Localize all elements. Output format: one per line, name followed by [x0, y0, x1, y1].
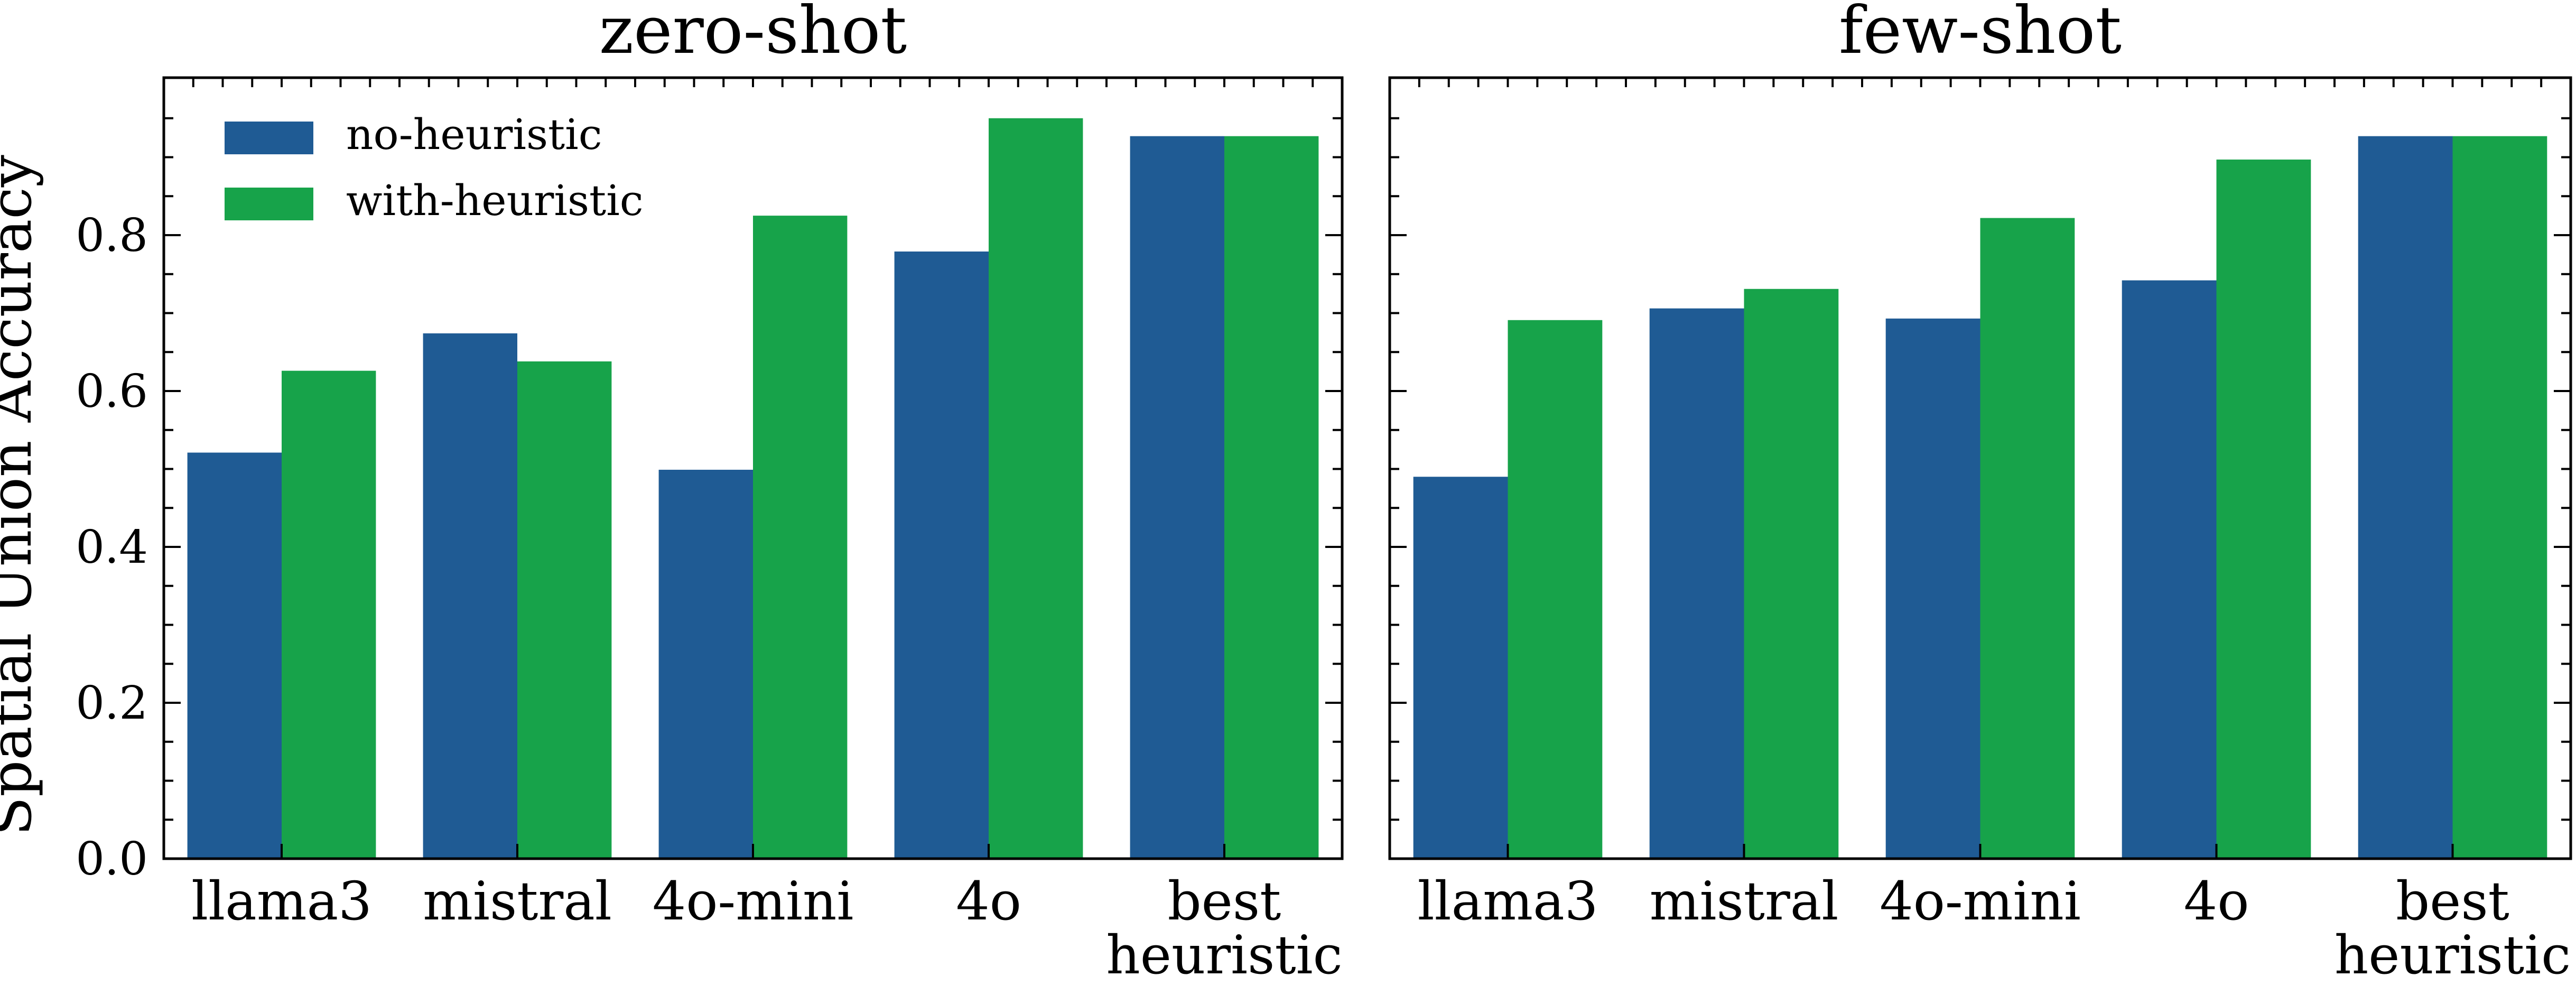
x-tick-label: heuristic [2335, 924, 2571, 986]
y-tick-label: 0.4 [76, 521, 148, 574]
bar-no-heuristic-4 [2358, 136, 2453, 859]
bar-no-heuristic-1 [1649, 308, 1744, 859]
x-tick-label: 4o [2184, 870, 2249, 932]
bar-with-heuristic-4 [2452, 136, 2547, 859]
bar-no-heuristic-4 [1130, 136, 1224, 859]
y-tick-label: 0.6 [76, 365, 148, 418]
bar-with-heuristic-2 [753, 216, 848, 859]
legend-swatch-no-heuristic [225, 122, 313, 154]
bar-no-heuristic-3 [2122, 280, 2217, 859]
bar-with-heuristic-1 [517, 361, 612, 859]
x-tick-label: 4o [956, 870, 1021, 932]
x-tick-label: 4o-mini [1880, 870, 2081, 932]
bar-with-heuristic-3 [2216, 159, 2311, 859]
panel-zero-shot: zero-shot 0.0 0.2 0.4 0.6 0.8 Spatial Union Ac… [0, 0, 1344, 986]
y-tick-label: 0.2 [76, 677, 148, 730]
x-tick-label: llama3 [1418, 870, 1598, 932]
y-axis-label: Spatial Union Accuracy [0, 155, 44, 836]
bar-no-heuristic-0 [187, 452, 282, 859]
x-tick-label: best [2396, 870, 2509, 932]
bar-with-heuristic-1 [1744, 289, 1839, 859]
x-tick-label: mistral [1650, 870, 1839, 932]
x-tick-label: mistral [423, 870, 612, 932]
x-tick-label: llama3 [191, 870, 372, 932]
bar-no-heuristic-0 [1413, 477, 1508, 859]
chart-title: zero-shot [599, 0, 907, 69]
legend-label-with-heuristic: with-heuristic [346, 176, 644, 225]
legend-swatch-with-heuristic [225, 188, 313, 220]
bar-no-heuristic-1 [423, 333, 517, 859]
bar-with-heuristic-0 [282, 370, 376, 859]
chart-title: few-shot [1839, 0, 2122, 69]
bar-with-heuristic-3 [989, 118, 1083, 859]
y-tick-label: 0.0 [76, 833, 148, 886]
legend-label-no-heuristic: no-heuristic [346, 110, 602, 159]
y-tick-label: 0.8 [76, 209, 148, 262]
x-tick-label: 4o-mini [653, 870, 854, 932]
bar-no-heuristic-2 [658, 469, 753, 859]
bar-no-heuristic-2 [1885, 318, 1980, 859]
bar-with-heuristic-0 [1508, 320, 1603, 859]
x-tick-label: best [1168, 870, 1281, 932]
bar-with-heuristic-4 [1224, 136, 1319, 859]
bar-with-heuristic-2 [1980, 218, 2075, 859]
panel-few-shot: few-shot llama3 mistral 4o-mini 4o bestheuris… [1388, 0, 2572, 986]
bar-no-heuristic-3 [894, 251, 989, 859]
x-tick-label: heuristic [1106, 924, 1342, 986]
